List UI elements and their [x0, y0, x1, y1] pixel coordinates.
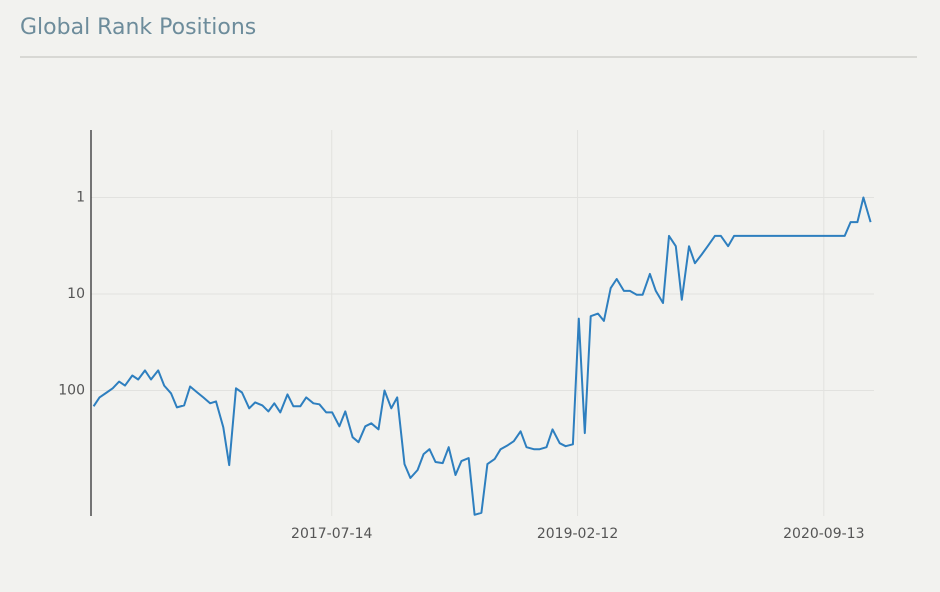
- y-tick-label: 10: [67, 286, 85, 302]
- series-line: [92, 196, 872, 516]
- chart-title: Global Rank Positions: [20, 15, 256, 40]
- y-tick-label: 1: [76, 189, 85, 205]
- y-tick-label: 100: [58, 382, 85, 398]
- x-tick-label: 2017-07-14: [291, 526, 372, 542]
- x-tick-label: 2020-09-13: [783, 526, 864, 542]
- x-tick-label: 2019-02-12: [537, 526, 618, 542]
